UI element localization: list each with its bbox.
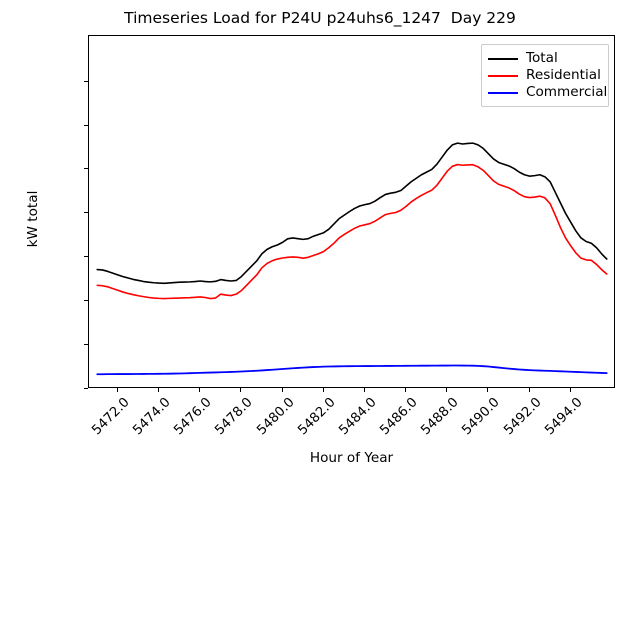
legend-swatch-icon — [488, 57, 518, 60]
legend-label: Commercial — [526, 84, 608, 100]
y-tick-mark — [84, 344, 88, 346]
legend-swatch-icon — [488, 91, 518, 94]
x-tick-mark — [446, 388, 448, 392]
y-tick-mark — [84, 80, 88, 82]
x-tick-mark — [322, 388, 324, 392]
legend-label: Residential — [526, 67, 601, 83]
chart-title: Timeseries Load for P24U p24uhs6_1247 Da… — [124, 9, 516, 27]
x-axis-label: Hour of Year — [309, 450, 394, 466]
y-axis-label: kW total — [25, 190, 41, 248]
x-tick-mark — [157, 388, 159, 392]
chart-figure: Timeseries Load for P24U p24uhs6_1247 Da… — [25, 9, 615, 466]
x-tick-mark — [569, 388, 571, 392]
x-tick-mark — [116, 388, 118, 392]
legend-entry: Total — [488, 50, 602, 67]
x-tick-mark — [281, 388, 283, 392]
legend-label: Total — [526, 50, 558, 66]
y-tick-mark — [84, 212, 88, 214]
x-tick-mark — [363, 388, 365, 392]
x-tick-mark — [240, 388, 242, 392]
series-line — [96, 163, 608, 300]
plot-area — [88, 35, 615, 388]
y-tick-mark — [84, 124, 88, 126]
x-tick-mark — [487, 388, 489, 392]
x-tick-mark — [528, 388, 530, 392]
y-tick-mark — [84, 300, 88, 302]
y-tick-mark — [84, 256, 88, 258]
y-tick-mark — [84, 388, 88, 389]
series-line — [96, 364, 608, 376]
legend-entry: Commercial — [488, 84, 607, 101]
y-tick-mark — [84, 168, 88, 170]
chart-legend: Total Residential Commercial — [481, 44, 609, 107]
x-tick-mark — [405, 388, 407, 392]
legend-swatch-icon — [488, 74, 518, 77]
series-line — [96, 142, 608, 285]
x-tick-mark — [199, 388, 201, 392]
series-canvas — [96, 142, 608, 376]
legend-entry: Residential — [488, 67, 602, 84]
